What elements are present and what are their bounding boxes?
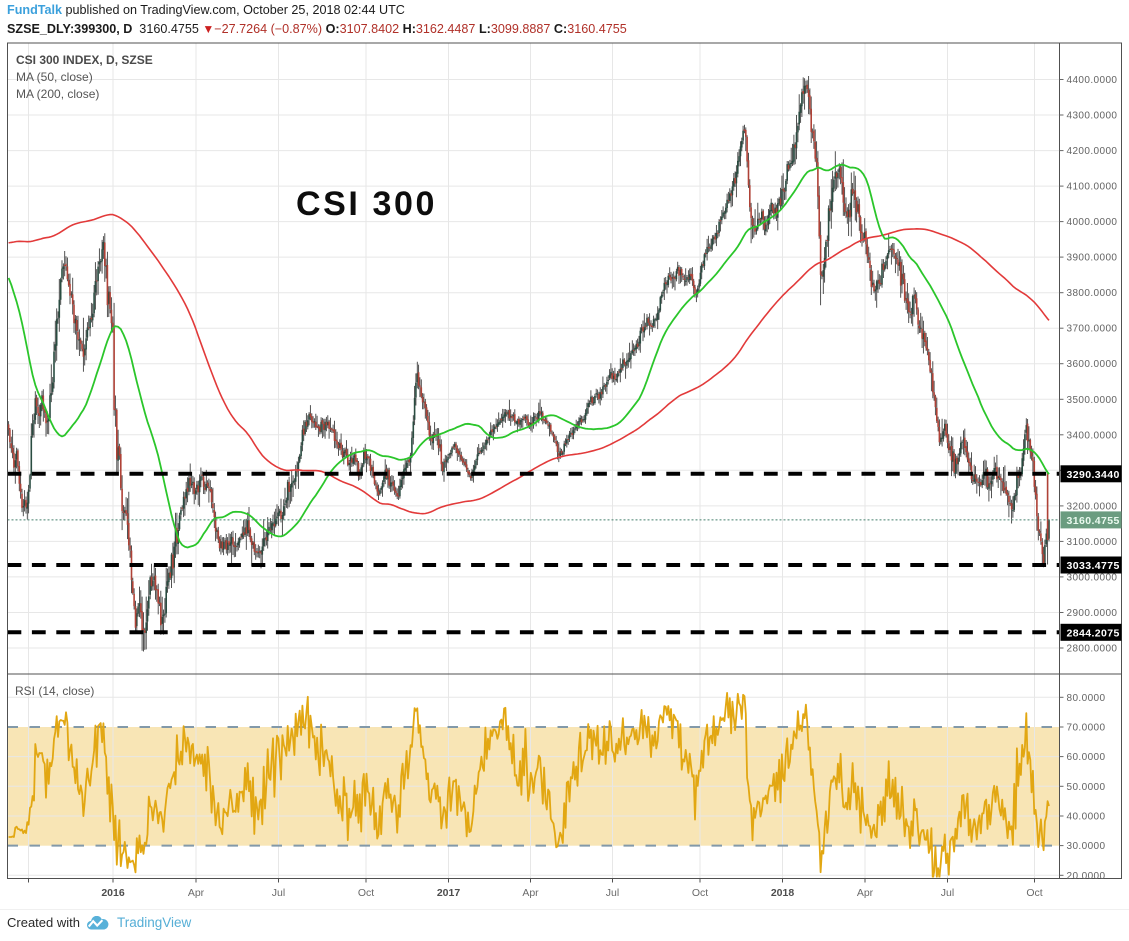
svg-text:2900.0000: 2900.0000 xyxy=(1067,608,1118,619)
svg-text:80.0000: 80.0000 xyxy=(1067,693,1106,704)
svg-text:MA (200, close): MA (200, close) xyxy=(16,87,99,101)
svg-text:3800.0000: 3800.0000 xyxy=(1067,288,1118,299)
svg-text:2018: 2018 xyxy=(771,887,795,899)
svg-text:3160.4755: 3160.4755 xyxy=(1067,515,1120,527)
svg-text:4400.0000: 4400.0000 xyxy=(1067,75,1118,86)
svg-text:3200.0000: 3200.0000 xyxy=(1067,501,1118,512)
svg-text:3033.4775: 3033.4775 xyxy=(1067,560,1120,572)
svg-text:2017: 2017 xyxy=(437,887,461,899)
svg-text:Apr: Apr xyxy=(857,887,874,899)
svg-text:3900.0000: 3900.0000 xyxy=(1067,253,1118,264)
svg-text:3400.0000: 3400.0000 xyxy=(1067,430,1118,441)
svg-text:Jul: Jul xyxy=(272,887,285,899)
svg-text:70.0000: 70.0000 xyxy=(1067,723,1106,734)
svg-text:Oct: Oct xyxy=(1026,887,1042,899)
svg-text:30.0000: 30.0000 xyxy=(1067,841,1106,852)
svg-text:4200.0000: 4200.0000 xyxy=(1067,146,1118,157)
svg-text:2844.2075: 2844.2075 xyxy=(1067,627,1120,639)
svg-text:40.0000: 40.0000 xyxy=(1067,812,1106,823)
svg-text:3290.3440: 3290.3440 xyxy=(1067,469,1120,481)
svg-text:CSI 300 INDEX, D, SZSE: CSI 300 INDEX, D, SZSE xyxy=(16,53,153,67)
svg-text:Oct: Oct xyxy=(692,887,708,899)
svg-text:3100.0000: 3100.0000 xyxy=(1067,537,1118,548)
svg-text:2016: 2016 xyxy=(101,887,125,899)
svg-text:3600.0000: 3600.0000 xyxy=(1067,359,1118,370)
svg-text:3000.0000: 3000.0000 xyxy=(1067,572,1118,583)
svg-text:4300.0000: 4300.0000 xyxy=(1067,111,1118,122)
svg-text:Oct: Oct xyxy=(358,887,374,899)
svg-text:Apr: Apr xyxy=(522,887,539,899)
svg-text:2800.0000: 2800.0000 xyxy=(1067,644,1118,655)
svg-text:60.0000: 60.0000 xyxy=(1067,752,1106,763)
svg-text:Jul: Jul xyxy=(941,887,954,899)
svg-text:4100.0000: 4100.0000 xyxy=(1067,182,1118,193)
svg-text:RSI (14, close): RSI (14, close) xyxy=(15,684,94,698)
svg-text:MA (50, close): MA (50, close) xyxy=(16,70,93,84)
svg-text:3700.0000: 3700.0000 xyxy=(1067,324,1118,335)
svg-text:20.0000: 20.0000 xyxy=(1067,871,1106,882)
svg-text:4000.0000: 4000.0000 xyxy=(1067,217,1118,228)
svg-text:Apr: Apr xyxy=(188,887,205,899)
svg-text:50.0000: 50.0000 xyxy=(1067,782,1106,793)
svg-text:Jul: Jul xyxy=(606,887,619,899)
svg-text:3500.0000: 3500.0000 xyxy=(1067,395,1118,406)
svg-text:CSI 300: CSI 300 xyxy=(296,185,437,223)
